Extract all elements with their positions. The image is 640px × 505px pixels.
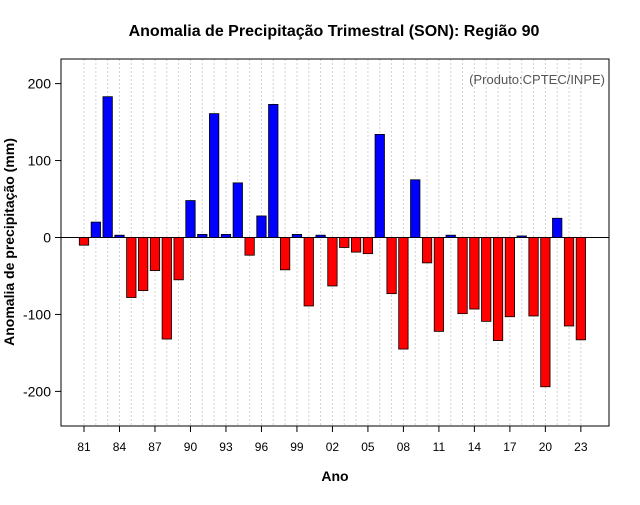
bar-1992 [209, 113, 220, 238]
y-tick-label: 100 [28, 153, 52, 169]
bar-1993 [220, 234, 232, 238]
y-tick-label: -200 [23, 383, 51, 399]
y-tick-label: 200 [28, 76, 52, 92]
bar-2016 [492, 237, 504, 341]
y-tick-label: 0 [43, 229, 51, 245]
bar-1998 [280, 237, 291, 271]
y-axis-label: Anomalia de precipitação (mm) [1, 138, 17, 346]
bar-1988 [161, 237, 172, 340]
gridlines [83, 59, 582, 426]
x-tick-label: 87 [148, 440, 162, 454]
x-tick-label: 11 [433, 440, 446, 454]
bar-1997 [268, 103, 279, 238]
x-tick-label: 05 [361, 440, 375, 454]
bar-2002 [327, 237, 338, 287]
bar-1983 [102, 96, 113, 238]
x-tick-label: 17 [503, 440, 517, 454]
bar-2013 [457, 237, 468, 315]
x-axis-label: Ano [321, 468, 348, 484]
x-tick-label: 81 [77, 440, 91, 454]
bar-2020 [540, 237, 551, 388]
bar-1985 [126, 237, 137, 298]
x-tick-label: 99 [290, 440, 304, 454]
x-tick-label: 84 [113, 440, 127, 454]
x-axis: 81 84 87 90 93 96 99 02 05 08 11 14 17 20 23 [77, 426, 588, 454]
bar-2009 [410, 179, 421, 238]
x-tick-label: 14 [468, 440, 482, 454]
x-tick-label: 90 [184, 440, 198, 454]
bar-2022 [563, 237, 575, 327]
bar-2019 [528, 237, 539, 317]
bar-2017 [504, 237, 515, 318]
bar-1986 [138, 237, 149, 291]
x-tick-label: 23 [574, 440, 588, 454]
bar-1989 [173, 237, 184, 281]
bar-2003 [339, 237, 350, 248]
plot-frame [60, 58, 610, 427]
x-tick-label: 96 [255, 440, 269, 454]
bar-2008 [398, 237, 409, 350]
bar-2007 [386, 237, 397, 295]
bar-2010 [421, 237, 433, 264]
bar-2000 [303, 237, 314, 307]
chart-title: Anomalia de Precipitação Trimestral (SON… [129, 23, 540, 40]
x-tick-label: 08 [397, 440, 411, 454]
bar-2001 [315, 234, 326, 238]
bar-2005 [362, 237, 374, 255]
bar-2015 [481, 237, 492, 322]
bar-1991 [197, 234, 208, 238]
bar-2023 [575, 237, 586, 341]
bar-1987 [149, 237, 161, 271]
bar-2012 [445, 234, 456, 238]
bar-1984 [114, 234, 125, 238]
bar-1981 [78, 237, 90, 246]
bar-2021 [552, 217, 563, 238]
product-annotation: (Produto:CPTEC/INPE) [469, 72, 605, 87]
bar-2018 [516, 235, 527, 238]
bar-2011 [433, 237, 445, 332]
bar-1995 [244, 237, 255, 256]
bar-2014 [469, 237, 480, 310]
bar-1996 [256, 215, 267, 238]
y-axis: -200 -100 0 100 200 [23, 76, 61, 399]
bar-1990 [185, 200, 196, 238]
x-tick-label: 93 [219, 440, 233, 454]
x-tick-label: 02 [326, 440, 340, 454]
bar-2004 [350, 237, 362, 253]
bar-2006 [374, 134, 385, 238]
bar-1982 [90, 221, 101, 238]
y-tick-label: -100 [23, 306, 51, 322]
x-tick-label: 20 [539, 440, 553, 454]
bar-1994 [232, 182, 243, 238]
bars [78, 96, 586, 388]
bar-1999 [291, 234, 303, 238]
